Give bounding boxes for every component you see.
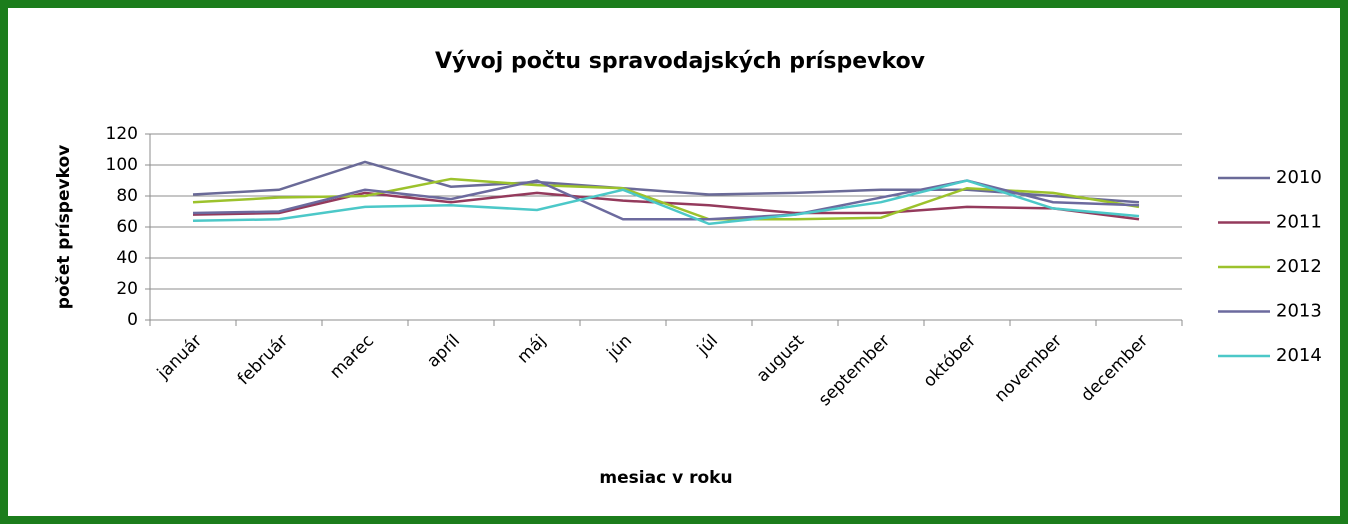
legend-label: 2012 bbox=[1276, 256, 1322, 277]
legend-label: 2013 bbox=[1276, 301, 1322, 322]
y-tick-label: 40 bbox=[116, 248, 138, 268]
y-tick-label: 0 bbox=[127, 310, 138, 330]
y-tick-label: 120 bbox=[106, 124, 138, 144]
series-line bbox=[192, 179, 1140, 226]
series-line bbox=[192, 177, 1140, 221]
y-tick-label: 20 bbox=[116, 279, 138, 299]
y-tick-label: 80 bbox=[116, 186, 138, 206]
x-axis-title: mesiac v roku bbox=[599, 468, 732, 488]
legend-label: 2010 bbox=[1276, 167, 1322, 188]
y-tick-label: 60 bbox=[116, 217, 138, 237]
series-line bbox=[192, 160, 1140, 204]
y-tick-label: 100 bbox=[106, 155, 138, 175]
y-axis-title: počet príspevkov bbox=[54, 145, 74, 309]
legend-label: 2014 bbox=[1276, 345, 1322, 366]
chart-title: Vývoj počtu spravodajských príspevkov bbox=[435, 49, 926, 74]
legend-label: 2011 bbox=[1276, 212, 1322, 233]
